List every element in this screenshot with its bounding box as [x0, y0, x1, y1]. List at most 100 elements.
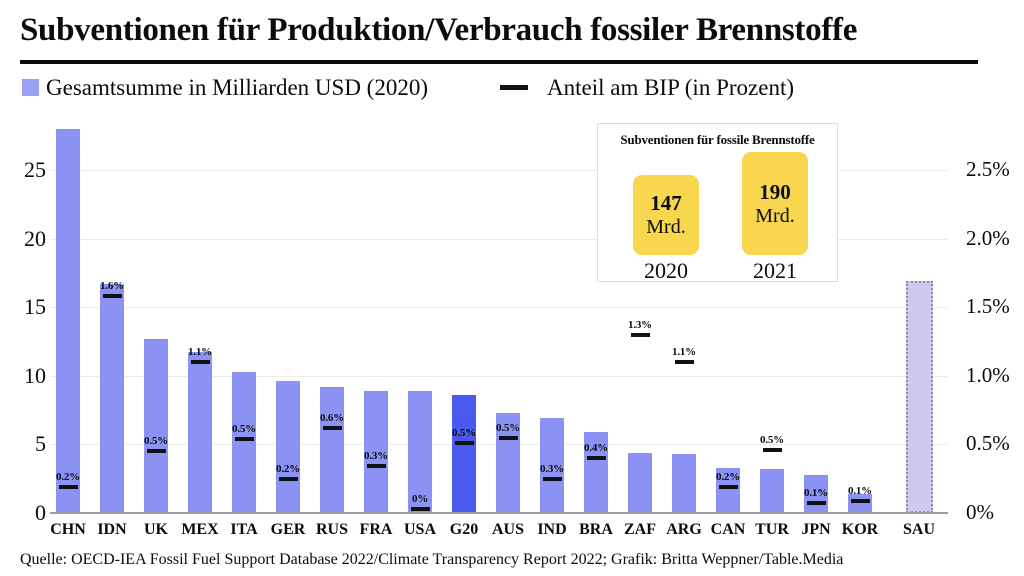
- inset-unit-2020: Mrd.: [646, 216, 686, 238]
- right-axis-tick-1.0%: 1.0%: [966, 362, 1010, 387]
- left-axis-tick-25: 25: [24, 157, 46, 182]
- x-axis-label-BRA: BRA: [579, 521, 613, 538]
- x-axis-label-CHN: CHN: [50, 521, 86, 538]
- gdp-share-marker-GER: [278, 476, 298, 481]
- gdp-share-label-ITA: 0.5%: [232, 422, 256, 435]
- legend-total-label: Gesamtsumme in Milliarden USD (2020): [46, 75, 429, 100]
- gdp-share-marker-JPN: [806, 501, 826, 506]
- gridline-15: [50, 307, 948, 309]
- right-axis-tick-2.5%: 2.5%: [966, 157, 1010, 181]
- x-axis-label-TUR: TUR: [755, 521, 789, 538]
- x-axis-label-MEX: MEX: [181, 521, 219, 538]
- gdp-share-label-AUS: 0.5%: [496, 421, 520, 434]
- x-axis-label-IND: IND: [537, 521, 567, 538]
- gdp-share-marker-ARG: [674, 360, 694, 365]
- bar-TUR: [760, 469, 784, 513]
- right-axis-tick-1.5%: 1.5%: [966, 294, 1010, 319]
- gdp-share-marker-AUS: [498, 435, 518, 440]
- gdp-share-label-JPN: 0.1%: [804, 487, 828, 500]
- bar-KOR: [848, 493, 872, 513]
- right-axis-tick-2.0%: 2.0%: [966, 225, 1010, 250]
- bar-FRA: [364, 390, 388, 513]
- gdp-share-marker-CAN: [718, 484, 738, 489]
- gdp-share-label-G20: 0.5%: [452, 427, 476, 440]
- legend-share-dash-icon: [500, 85, 528, 90]
- bar-CHN: [56, 128, 80, 513]
- legend-total-swatch-icon: [22, 79, 39, 96]
- gdp-share-marker-FRA: [366, 464, 386, 469]
- gdp-share-label-IND: 0.3%: [540, 462, 564, 475]
- x-axis-label-ITA: ITA: [230, 521, 258, 538]
- bar-ITA: [232, 371, 256, 513]
- left-axis-tick-10: 10: [24, 362, 46, 388]
- left-axis-tick-20: 20: [24, 225, 46, 251]
- bar-CAN: [716, 467, 740, 513]
- page-title: Subventionen für Produktion/Verbrauch fo…: [20, 12, 858, 48]
- bar-RUS: [320, 386, 344, 513]
- gdp-share-label-TUR: 0.5%: [760, 433, 784, 446]
- x-axis-label-UK: UK: [144, 521, 168, 538]
- gdp-share-label-ARG: 1.1%: [672, 346, 696, 359]
- inset-bar-2020: 147 Mrd.: [633, 175, 699, 255]
- bar-IND: [540, 418, 564, 513]
- gdp-share-marker-RUS: [322, 425, 342, 430]
- gridline-10: [50, 375, 948, 377]
- bar-AUS: [496, 412, 520, 513]
- gdp-share-label-BRA: 0.4%: [584, 442, 608, 455]
- x-axis-label-AUS: AUS: [491, 521, 524, 538]
- bar-USA: [408, 390, 432, 513]
- gdp-share-label-RUS: 0.6%: [320, 411, 344, 424]
- gdp-share-marker-CHN: [58, 484, 78, 489]
- x-axis-label-JPN: JPN: [801, 521, 831, 538]
- gdp-share-marker-UK: [146, 449, 166, 454]
- bar-JPN: [804, 474, 828, 513]
- gdp-share-label-ZAF: 1.3%: [628, 318, 652, 331]
- inset-year-2021: 2021: [753, 258, 797, 283]
- bar-IDN: [100, 283, 124, 513]
- x-axis-label-RUS: RUS: [315, 521, 348, 538]
- bar-GER: [276, 381, 300, 513]
- gdp-share-marker-ITA: [234, 436, 254, 441]
- inset-amount-2020: 147: [650, 191, 682, 215]
- inset-amount-2021: 190: [759, 179, 791, 204]
- left-axis-tick-5: 5: [35, 431, 46, 457]
- gdp-share-marker-ZAF: [630, 332, 650, 337]
- gdp-share-label-IDN: 1.6%: [100, 280, 124, 293]
- inset-bar-2021: 190 Mrd.: [742, 152, 808, 255]
- gdp-share-marker-USA: [410, 506, 430, 511]
- bar-MEX: [188, 352, 212, 513]
- legend-share-label: Anteil am BIP (in Prozent): [547, 75, 794, 100]
- source-credit: Quelle: OECD-IEA Fossil Fuel Support Dat…: [20, 551, 844, 568]
- right-axis-tick-0.5%: 0.5%: [966, 431, 1010, 456]
- left-axis-tick-0: 0: [35, 500, 46, 525]
- bar-SAU: [905, 281, 933, 513]
- inset-box: Subventionen für fossile Brennstoffe 147…: [597, 123, 838, 283]
- x-axis-label-USA: USA: [403, 521, 436, 538]
- x-axis-label-CAN: CAN: [710, 521, 746, 538]
- title-underline: [20, 60, 978, 64]
- bar-BRA: [584, 432, 608, 513]
- gridline-25: [50, 170, 948, 171]
- bar-ZAF: [628, 452, 652, 513]
- gdp-share-marker-MEX: [190, 360, 210, 365]
- gdp-share-label-USA: 0%: [411, 492, 429, 505]
- bar-G20: [452, 395, 476, 513]
- left-axis-tick-15: 15: [24, 294, 46, 320]
- x-axis-label-ZAF: ZAF: [624, 521, 656, 538]
- x-axis-label-G20: G20: [449, 521, 479, 538]
- gdp-share-label-MEX: 1.1%: [188, 346, 212, 359]
- x-axis-label-SAU: SAU: [902, 521, 935, 538]
- gdp-share-label-UK: 0.5%: [144, 435, 168, 448]
- gridline-20: [50, 238, 948, 240]
- gdp-share-marker-BRA: [586, 456, 606, 461]
- gdp-share-label-GER: 0.2%: [276, 462, 300, 475]
- inset-year-2020: 2020: [644, 258, 688, 283]
- gdp-share-label-FRA: 0.3%: [364, 450, 388, 463]
- bar-ARG: [672, 454, 696, 513]
- gdp-share-marker-IDN: [102, 294, 122, 299]
- gdp-share-marker-IND: [542, 476, 562, 481]
- gdp-share-marker-G20: [454, 441, 474, 446]
- gdp-share-label-KOR: 0.1%: [848, 484, 872, 497]
